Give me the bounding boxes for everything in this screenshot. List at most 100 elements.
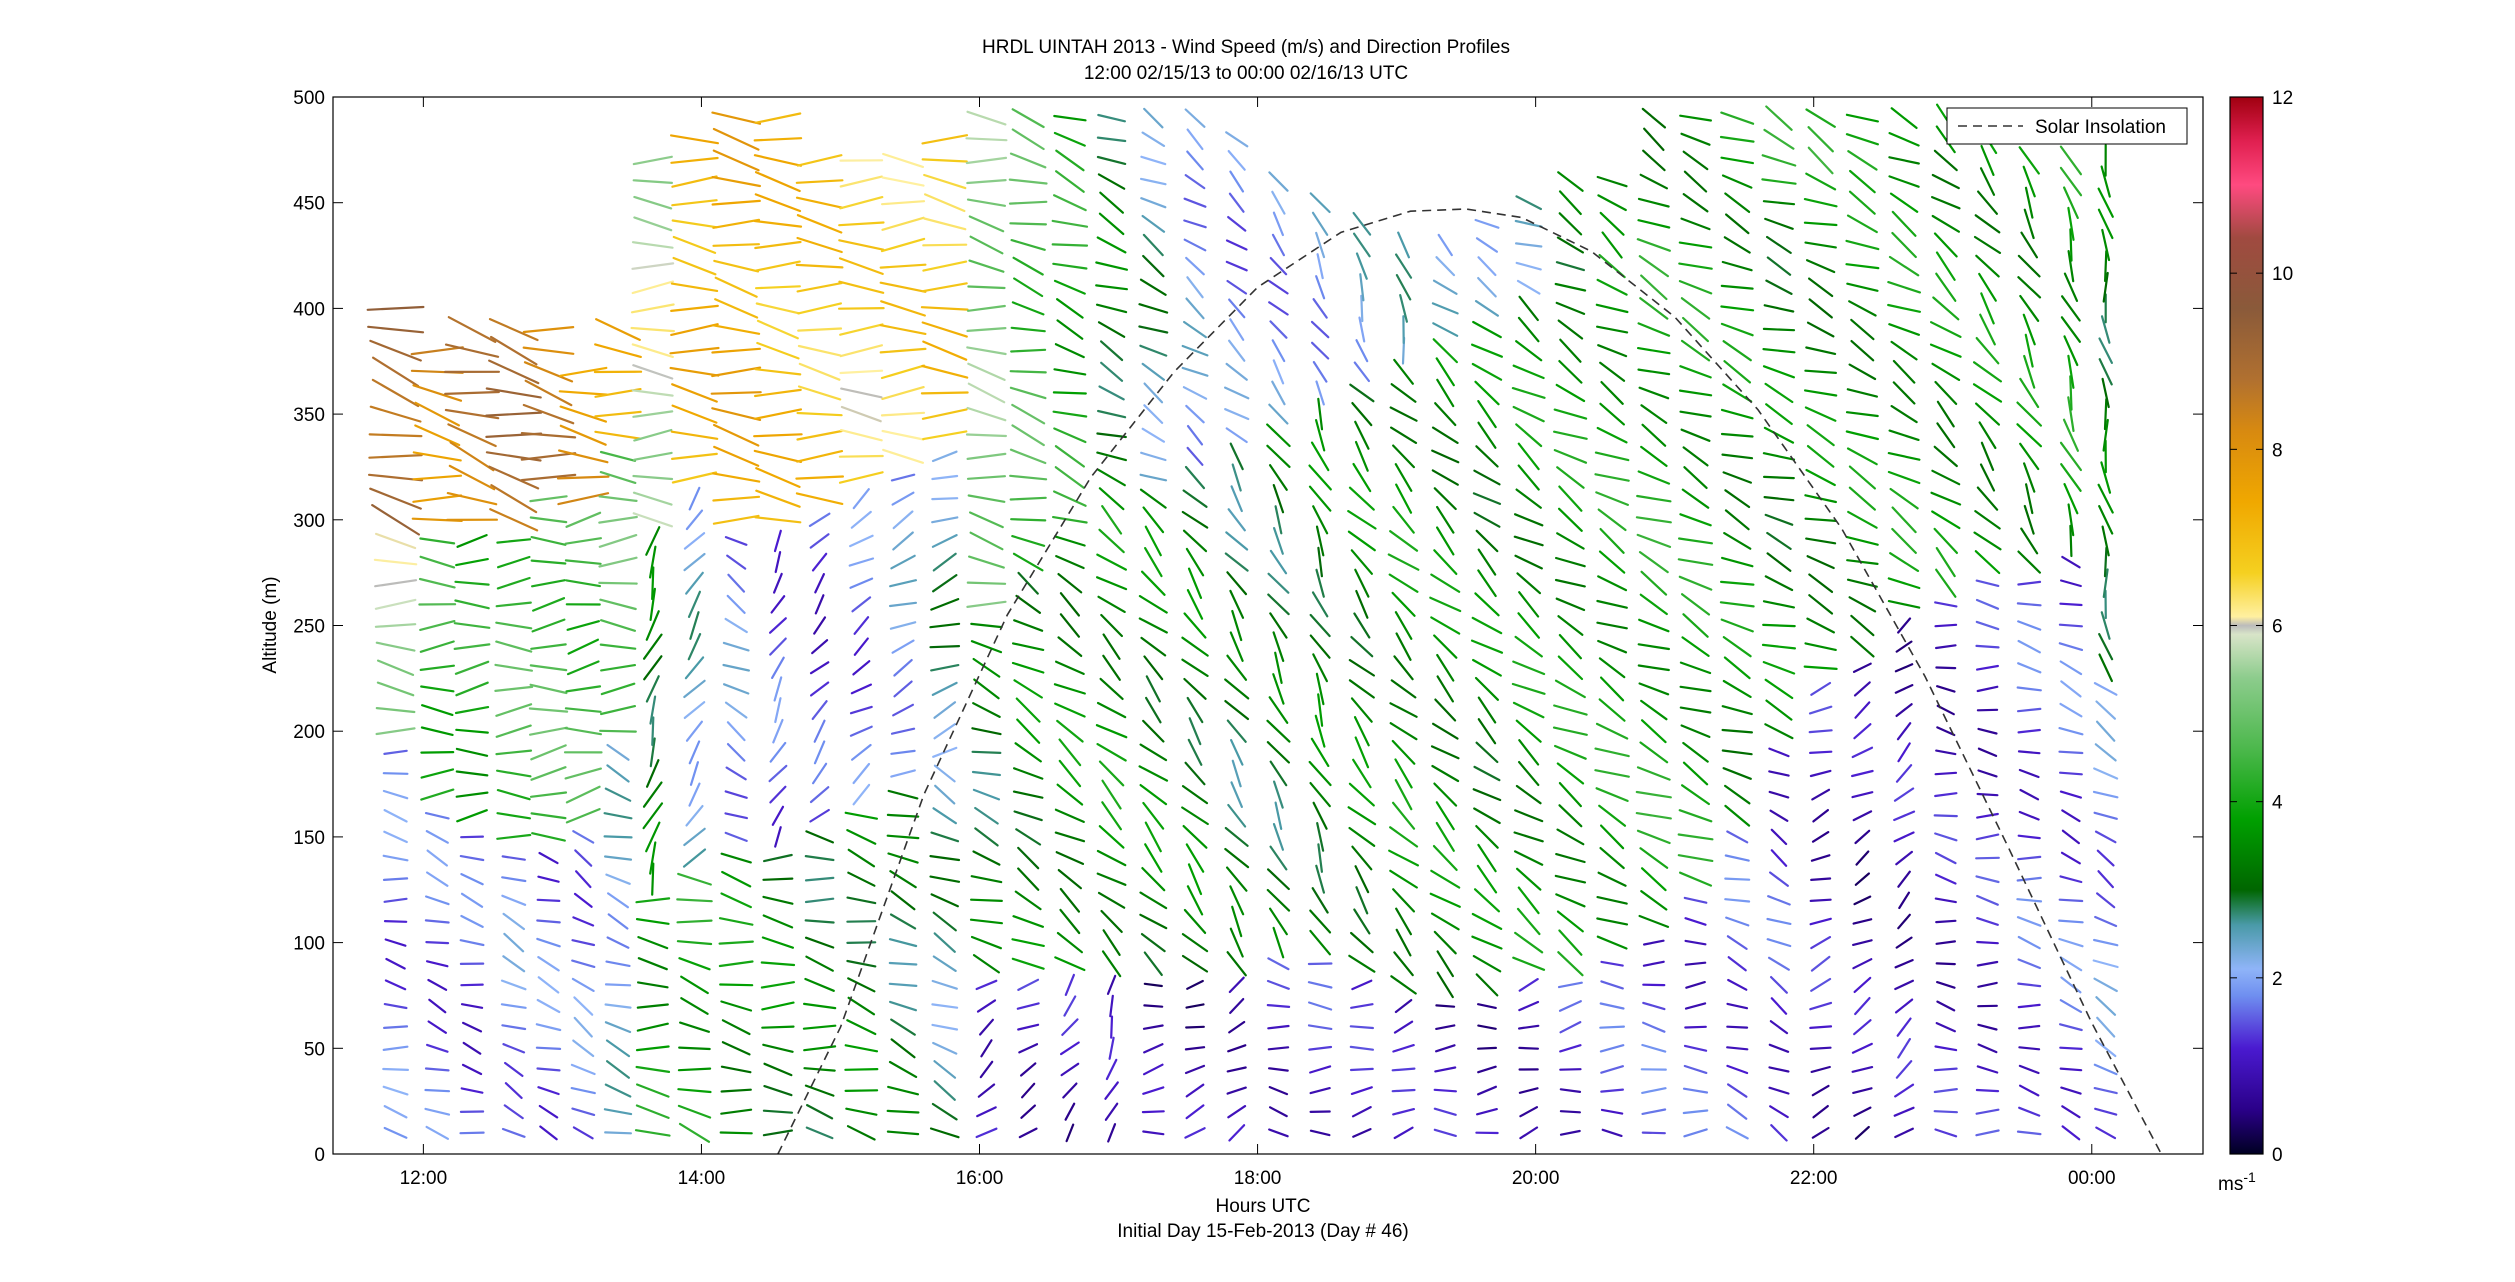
wind-vector xyxy=(682,848,707,868)
wind-vector xyxy=(886,813,920,818)
wind-vector xyxy=(849,705,873,715)
wind-vector xyxy=(385,957,406,970)
wind-vector xyxy=(2102,271,2109,303)
wind-vector xyxy=(1770,997,1788,1015)
wind-vector xyxy=(1227,803,1247,828)
wind-vector xyxy=(921,408,968,420)
wind-vector xyxy=(671,404,718,424)
wind-vector xyxy=(796,411,843,417)
wind-vector xyxy=(1309,613,1331,638)
wind-vector xyxy=(2019,788,2040,801)
wind-vector xyxy=(845,1107,878,1116)
wind-vector xyxy=(1349,383,1375,403)
wind-vector xyxy=(1185,1083,1205,1098)
wind-vector xyxy=(881,386,925,400)
wind-vector xyxy=(504,1082,523,1100)
wind-vector xyxy=(1267,1024,1290,1030)
wind-vector xyxy=(1182,386,1208,400)
wind-vector xyxy=(2092,790,2119,799)
wind-vector xyxy=(1063,995,1077,1017)
wind-vector xyxy=(888,1060,918,1079)
wind-vector xyxy=(459,854,485,862)
wind-vector xyxy=(762,1043,794,1053)
wind-vector xyxy=(426,849,448,867)
wind-vector xyxy=(1599,846,1625,870)
wind-vector xyxy=(1109,994,1114,1018)
wind-vector xyxy=(1354,568,1370,598)
wind-vector xyxy=(1557,615,1584,636)
wind-vector xyxy=(559,405,608,423)
wind-vector xyxy=(1352,758,1372,789)
wind-vector xyxy=(1805,537,1837,545)
wind-vector xyxy=(531,832,566,842)
wind-vector xyxy=(605,1060,631,1079)
wind-vector xyxy=(847,977,876,993)
wind-vector xyxy=(1854,1125,1870,1140)
wind-vector xyxy=(1975,1129,2000,1137)
wind-vector xyxy=(1677,854,1714,863)
wind-vector xyxy=(1897,870,1911,888)
wind-vector xyxy=(1887,577,1921,590)
wind-vector xyxy=(1848,190,1876,215)
wind-vector xyxy=(2016,686,2042,692)
wind-vector xyxy=(1316,821,1325,852)
wind-vector xyxy=(1517,1024,1540,1030)
wind-vector xyxy=(2059,145,2082,176)
wind-vector xyxy=(559,366,608,377)
wind-vector xyxy=(1008,200,1048,205)
wind-vector xyxy=(1142,719,1165,743)
wind-vector xyxy=(1640,445,1668,467)
wind-vector xyxy=(976,999,997,1013)
wind-vector xyxy=(522,346,575,355)
wind-vector xyxy=(1803,221,1838,227)
wind-vector xyxy=(536,998,561,1014)
wind-vector xyxy=(969,235,1004,255)
wind-vector xyxy=(1009,496,1047,501)
wind-vector xyxy=(384,979,407,991)
wind-vector xyxy=(571,939,596,947)
wind-vector xyxy=(1596,917,1629,926)
wind-vector xyxy=(1471,935,1503,950)
wind-vector xyxy=(1637,470,1671,485)
wind-vector xyxy=(573,1016,593,1038)
wind-vector xyxy=(1432,322,1459,337)
wind-vector xyxy=(1054,466,1086,489)
wind-vector xyxy=(603,1108,633,1116)
wind-vector xyxy=(879,324,927,335)
wind-vector xyxy=(711,407,762,421)
wind-vector xyxy=(1553,408,1588,420)
wind-vector xyxy=(892,703,915,717)
wind-vector xyxy=(1353,361,1371,383)
wind-vector xyxy=(444,390,500,395)
wind-vector xyxy=(1682,446,1709,467)
wind-vector xyxy=(1719,601,1755,608)
wind-vector xyxy=(2060,680,2082,698)
wind-vector xyxy=(1515,261,1542,271)
wind-vector xyxy=(683,701,706,720)
wind-vector xyxy=(774,826,782,848)
wind-vector xyxy=(1060,1062,1080,1077)
x-axis-ticks: 12:00 14:00 16:00 18:00 20:00 22:00 00:00 xyxy=(400,97,2116,1189)
wind-vector xyxy=(1975,644,2000,649)
wind-vector xyxy=(2017,750,2041,755)
wind-vector xyxy=(1932,296,1960,321)
wind-vector xyxy=(1890,340,1918,361)
wind-vector xyxy=(565,511,602,528)
wind-vector xyxy=(1930,196,1961,210)
wind-vector xyxy=(1723,784,1751,805)
wind-vector xyxy=(571,959,596,969)
wind-vector xyxy=(598,495,638,502)
wind-vector xyxy=(2017,834,2041,840)
wind-vector xyxy=(1761,178,1797,185)
wind-vector xyxy=(1055,149,1085,172)
wind-vector xyxy=(1642,1021,1666,1033)
y-tick-label: 50 xyxy=(304,1039,325,1060)
wind-vector xyxy=(1473,469,1501,486)
wind-vector xyxy=(2024,483,2034,515)
wind-vector xyxy=(1764,513,1794,526)
wind-vector xyxy=(1933,149,1958,172)
wind-vector xyxy=(1724,489,1751,509)
wind-vector xyxy=(1893,787,1915,802)
wind-vector xyxy=(2017,662,2042,674)
wind-vector xyxy=(2016,602,2042,607)
